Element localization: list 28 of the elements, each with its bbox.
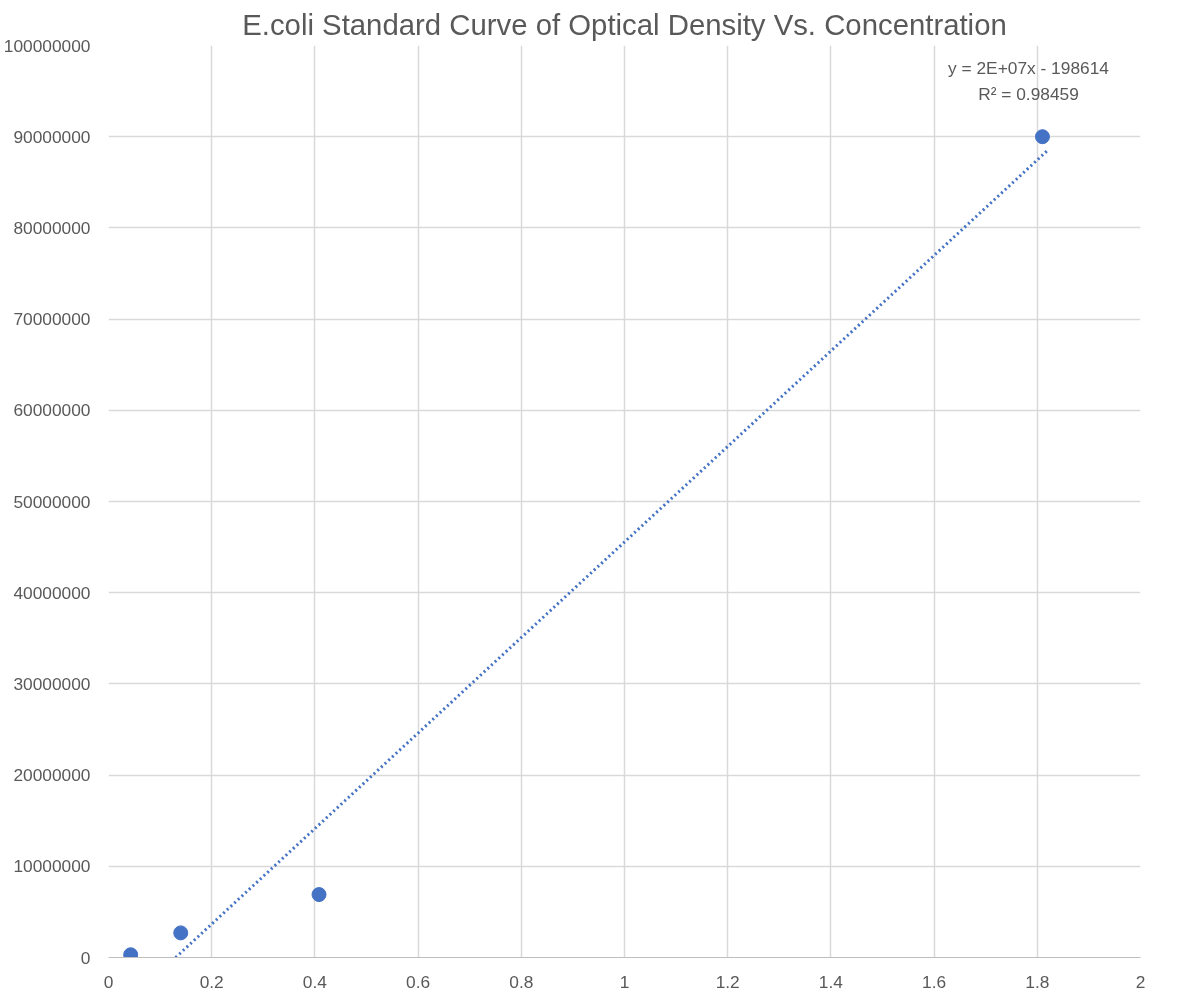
y-tick-label: 10000000 <box>13 856 91 877</box>
point <box>173 925 189 941</box>
x-tick-label: 1.4 <box>818 971 844 992</box>
x-tick-label: 1.2 <box>715 971 740 992</box>
x-tick-label: 1 <box>619 971 630 992</box>
x-tick-label: 0.6 <box>406 971 431 992</box>
x-tick-label: 2 <box>1135 971 1146 992</box>
x-tick-label: 0.2 <box>199 971 224 992</box>
point <box>1034 129 1050 145</box>
y-tick-label: 60000000 <box>13 400 91 421</box>
point <box>311 887 327 903</box>
y-tick-label: 30000000 <box>13 673 91 694</box>
x-tick-label: 1.6 <box>922 971 947 992</box>
y-tick-label: 50000000 <box>13 491 91 512</box>
annotation: R² = 0.98459 <box>978 83 1079 104</box>
chart-title: E.coli Standard Curve of Optical Density Vs. Concentration <box>242 7 1007 41</box>
annotation: y = 2E+07x - 198614 <box>948 57 1110 78</box>
x-tick-label: 0 <box>103 971 114 992</box>
y-tick-label: 20000000 <box>13 765 91 786</box>
x-tick-label: 0.4 <box>302 971 328 992</box>
x-tick-label: 0.8 <box>509 971 534 992</box>
y-tick-label: 70000000 <box>13 309 91 330</box>
y-tick-label: 40000000 <box>13 582 91 603</box>
y-tick-label: 0 <box>80 947 91 968</box>
y-tick-label: 90000000 <box>13 126 91 147</box>
x-tick-label: 1.8 <box>1025 971 1050 992</box>
y-tick-label: 100000000 <box>3 35 91 56</box>
y-tick-label: 80000000 <box>13 217 91 238</box>
